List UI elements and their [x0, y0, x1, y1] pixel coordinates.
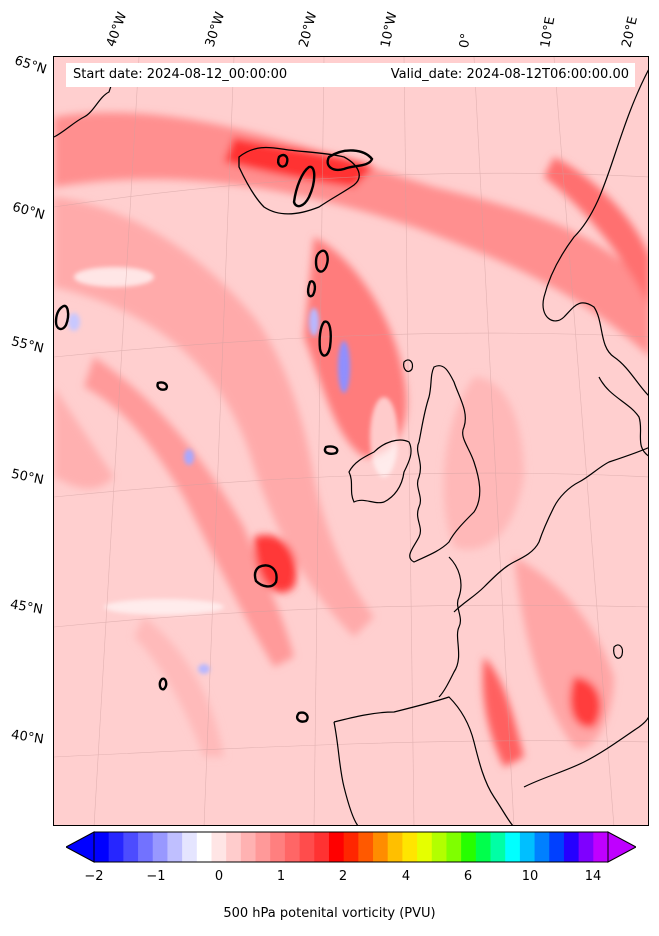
colorbar-cell: [578, 832, 594, 862]
longitude-label-10e: 10°E: [538, 15, 559, 49]
colorbar-cell: [167, 832, 183, 862]
colorbar-cell: [284, 832, 301, 862]
graticule: [54, 57, 648, 825]
latitude-label-45n: 45°N: [8, 597, 44, 618]
colorbar-cell: [299, 832, 315, 862]
latitude-label-40n: 40°N: [10, 727, 45, 748]
colorbar-extend-high: [607, 831, 636, 863]
colorbar-cell: [196, 832, 212, 862]
colorbar-tick-label: 2: [338, 869, 348, 884]
colorbar-tick-label: 6: [463, 869, 473, 884]
colorbar-cell: [182, 832, 198, 862]
colorbar-outline: [93, 831, 609, 863]
latitude-label-65n: 65°N: [12, 53, 49, 78]
pv-2-contours: [54, 149, 374, 723]
colorbar-tick-label: −2: [84, 869, 104, 884]
colorbar-cell: [123, 832, 139, 862]
date-info-box: Start date: 2024-08-12_00:00:00 Valid_da…: [66, 63, 635, 87]
colorbar: [66, 831, 636, 863]
colorbar-cell: [328, 832, 345, 862]
colorbar-cell: [226, 832, 242, 862]
colorbar-cell: [138, 832, 154, 862]
colorbar-cells: [94, 832, 609, 862]
colorbar-cell: [358, 832, 374, 862]
colorbar-cell: [402, 832, 418, 862]
colorbar-cell: [431, 832, 447, 862]
colorbar-cell: [490, 832, 506, 862]
valid-date-label: Valid_date: 2024-08-12T06:00:00.00: [390, 67, 629, 82]
longitude-label-20e: 20°E: [619, 15, 642, 49]
colorbar-tick-label: −1: [146, 869, 166, 884]
longitude-label-0: 0°: [457, 32, 475, 49]
colorbar-cell: [270, 832, 286, 862]
latitude-label-55n: 55°N: [9, 334, 46, 357]
colorbar-tick-label: 0: [214, 869, 224, 884]
colorbar-tick-label: 10: [521, 869, 539, 884]
colorbar-cell: [417, 832, 433, 862]
colorbar-cell: [211, 832, 227, 862]
colorbar-cell: [593, 832, 609, 862]
start-date-label: Start date: 2024-08-12_00:00:00: [73, 67, 288, 82]
pv-low-values: [68, 267, 398, 674]
latitude-label-50n: 50°N: [9, 466, 45, 489]
colorbar-tick-label: 1: [276, 869, 286, 884]
colorbar-cell: [240, 832, 257, 862]
colorbar-tick-label: 4: [401, 869, 411, 884]
colorbar-cell: [255, 832, 271, 862]
colorbar-cell: [387, 832, 403, 862]
colorbar-tick-label: 14: [584, 869, 602, 884]
colorbar-title: 500 hPa potenital vorticity (PVU): [223, 906, 436, 921]
colorbar-extend-low: [66, 831, 95, 863]
colorbar-cell: [505, 832, 521, 862]
map-panel[interactable]: [53, 56, 649, 826]
colorbar-cell: [108, 832, 124, 862]
colorbar-cell: [519, 832, 536, 862]
longitude-label-30w: 30°W: [202, 10, 229, 49]
colorbar-cell: [343, 832, 359, 862]
colorbar-cell: [475, 832, 492, 862]
colorbar-cell: [373, 832, 389, 862]
longitude-label-40w: 40°W: [103, 10, 131, 49]
colorbar-cell: [152, 832, 168, 862]
pv-field-map: [54, 57, 648, 825]
colorbar-cell: [446, 832, 462, 862]
coastlines: [54, 69, 648, 825]
colorbar-cell: [563, 832, 580, 862]
colorbar-cell: [534, 832, 550, 862]
longitude-label-20w: 20°W: [296, 10, 321, 49]
latitude-label-60n: 60°N: [10, 199, 47, 224]
longitude-label-10w: 10°W: [378, 10, 401, 49]
colorbar-cell: [549, 832, 565, 862]
colorbar-cell: [314, 832, 330, 862]
colorbar-cell: [461, 832, 477, 862]
colorbar-cell: [94, 832, 110, 862]
